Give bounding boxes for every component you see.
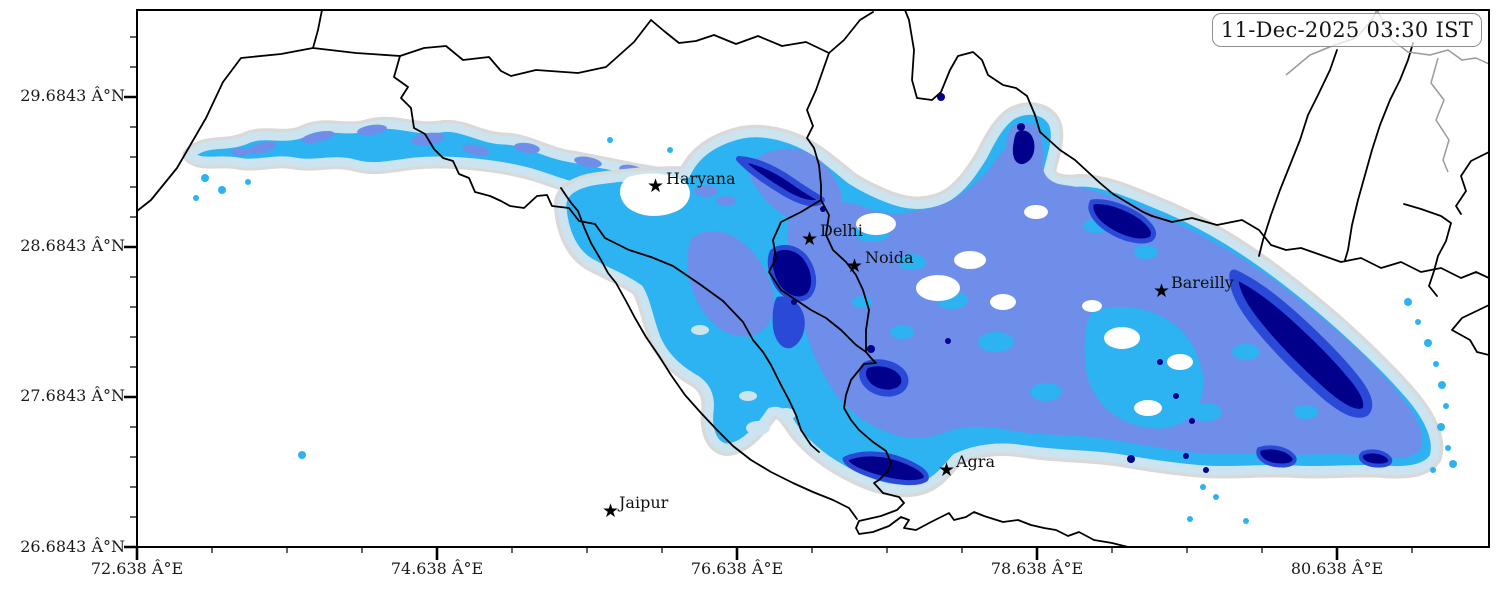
state-boundaries xyxy=(137,10,1489,547)
timestamp-text: 11-Dec-2025 03:30 IST xyxy=(1220,18,1474,42)
x-tick-label: 76.638 Â°E xyxy=(690,559,784,578)
fog-field-layer xyxy=(137,10,1489,547)
city-label: Delhi xyxy=(820,221,863,240)
star-icon: ★ xyxy=(846,255,864,277)
city-label: Bareilly xyxy=(1171,273,1234,292)
y-minor-ticks xyxy=(130,36,137,518)
star-icon: ★ xyxy=(938,459,956,481)
city-label: Jaipur xyxy=(619,493,669,512)
x-tick-label: 78.638 Â°E xyxy=(990,559,1084,578)
fog-clear-holes xyxy=(619,173,1193,416)
y-tick-label: 26.6843 Â°N xyxy=(20,537,125,556)
star-icon: ★ xyxy=(602,500,620,522)
axes-frame xyxy=(124,9,1490,560)
x-minor-ticks xyxy=(211,547,1413,553)
y-tick-label: 29.6843 Â°N xyxy=(20,86,125,105)
fog-speckle-chain-east xyxy=(1187,298,1457,524)
timestamp-badge: 11-Dec-2025 03:30 IST xyxy=(1212,13,1482,47)
city-label: Noida xyxy=(865,248,914,267)
star-icon: ★ xyxy=(647,175,665,197)
star-icon: ★ xyxy=(801,228,819,250)
x-tick-label: 74.638 Â°E xyxy=(390,559,484,578)
x-tick-label: 80.638 Â°E xyxy=(1290,559,1384,578)
star-icon: ★ xyxy=(1153,280,1171,302)
x-major-ticks xyxy=(135,547,1339,560)
y-major-ticks xyxy=(124,95,137,549)
x-tick-label: 72.638 Â°E xyxy=(90,559,184,578)
fog-main-mass xyxy=(553,93,1457,524)
city-label: Haryana xyxy=(666,169,736,188)
y-tick-label: 27.6843 Â°N xyxy=(20,386,125,405)
y-tick-label: 28.6843 Â°N xyxy=(20,236,125,255)
city-label: Agra xyxy=(956,452,995,471)
